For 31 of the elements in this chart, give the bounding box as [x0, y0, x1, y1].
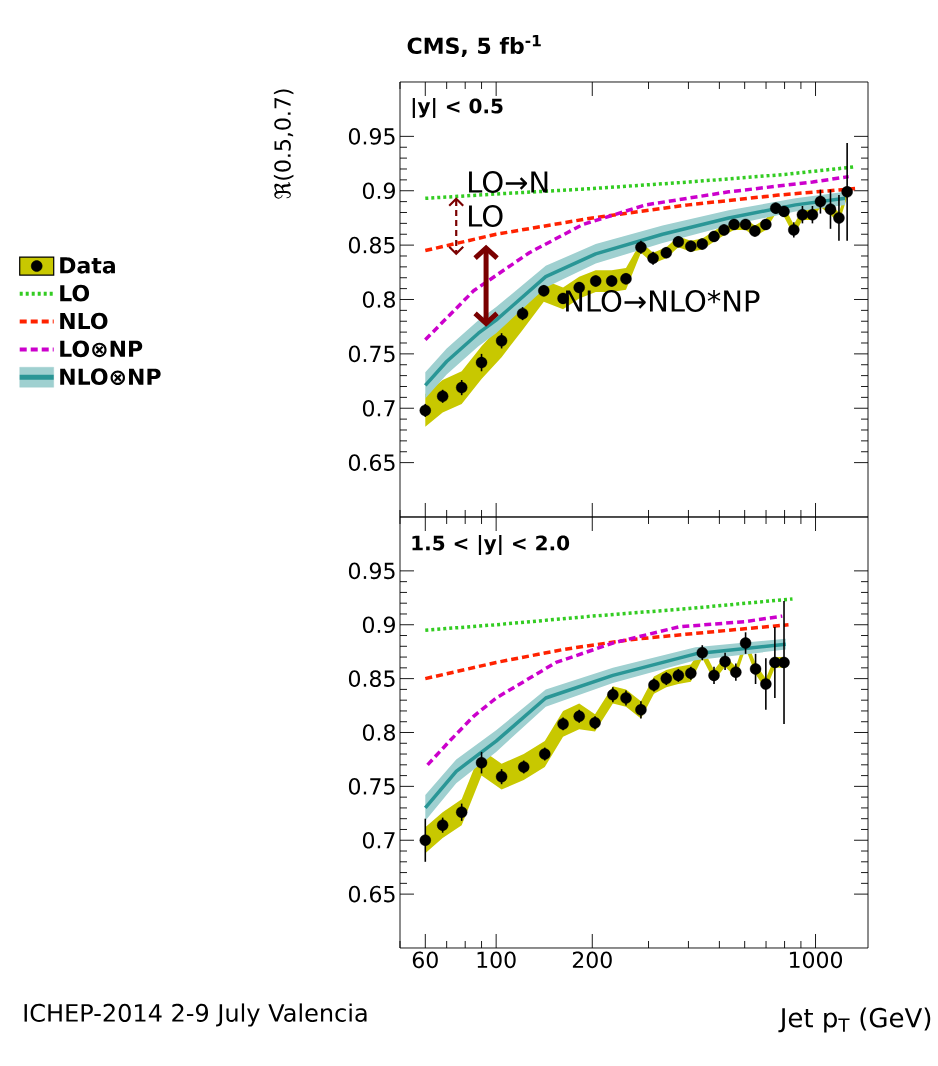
x-tick-label: 1000 [789, 951, 843, 969]
legend-label: LO⊗NP [60, 340, 143, 358]
annotation: LO→N [469, 171, 548, 193]
y-tick-label: 0.8 [362, 724, 395, 741]
y-tick-label: 0.75 [348, 345, 395, 363]
annotation: LO [469, 205, 503, 227]
annotation: 1.5 < |y| < 2.0 [412, 535, 570, 555]
y-tick-label: 0.95 [348, 562, 395, 580]
y-tick-label: 0.9 [362, 182, 395, 200]
legend-label: LO [60, 284, 90, 302]
y-tick-label: 0.65 [348, 885, 395, 903]
y-tick-label: 0.85 [348, 236, 395, 254]
y-axis-title: ℜ(0.5,0.7) [273, 89, 294, 199]
text: ICHEP-2014 2-9 July Valencia [24, 1003, 367, 1027]
legend-label: NLO [60, 312, 108, 330]
chart-title: CMS, 5 fb$^{-1}$ [407, 35, 541, 57]
x-axis-title: Jet p$_{T}$ (GeV) [778, 1007, 931, 1033]
annotation: |y| < 0.5 [412, 98, 503, 118]
y-tick-label: 0.95 [348, 128, 395, 145]
legend-label: NLO⊗NP [60, 368, 161, 385]
x-tick-label: 100 [477, 951, 516, 969]
y-tick-label: 0.7 [362, 399, 395, 417]
y-tick-label: 0.9 [362, 616, 395, 634]
x-tick-label: 200 [572, 951, 612, 969]
legend-label: Data [60, 257, 115, 274]
y-tick-label: 0.65 [348, 454, 395, 471]
x-tick-label: 60 [412, 951, 438, 969]
y-tick-label: 0.7 [362, 831, 395, 849]
y-tick-label: 0.8 [362, 291, 395, 308]
y-tick-label: 0.85 [348, 670, 395, 687]
y-tick-label: 0.75 [348, 778, 395, 795]
